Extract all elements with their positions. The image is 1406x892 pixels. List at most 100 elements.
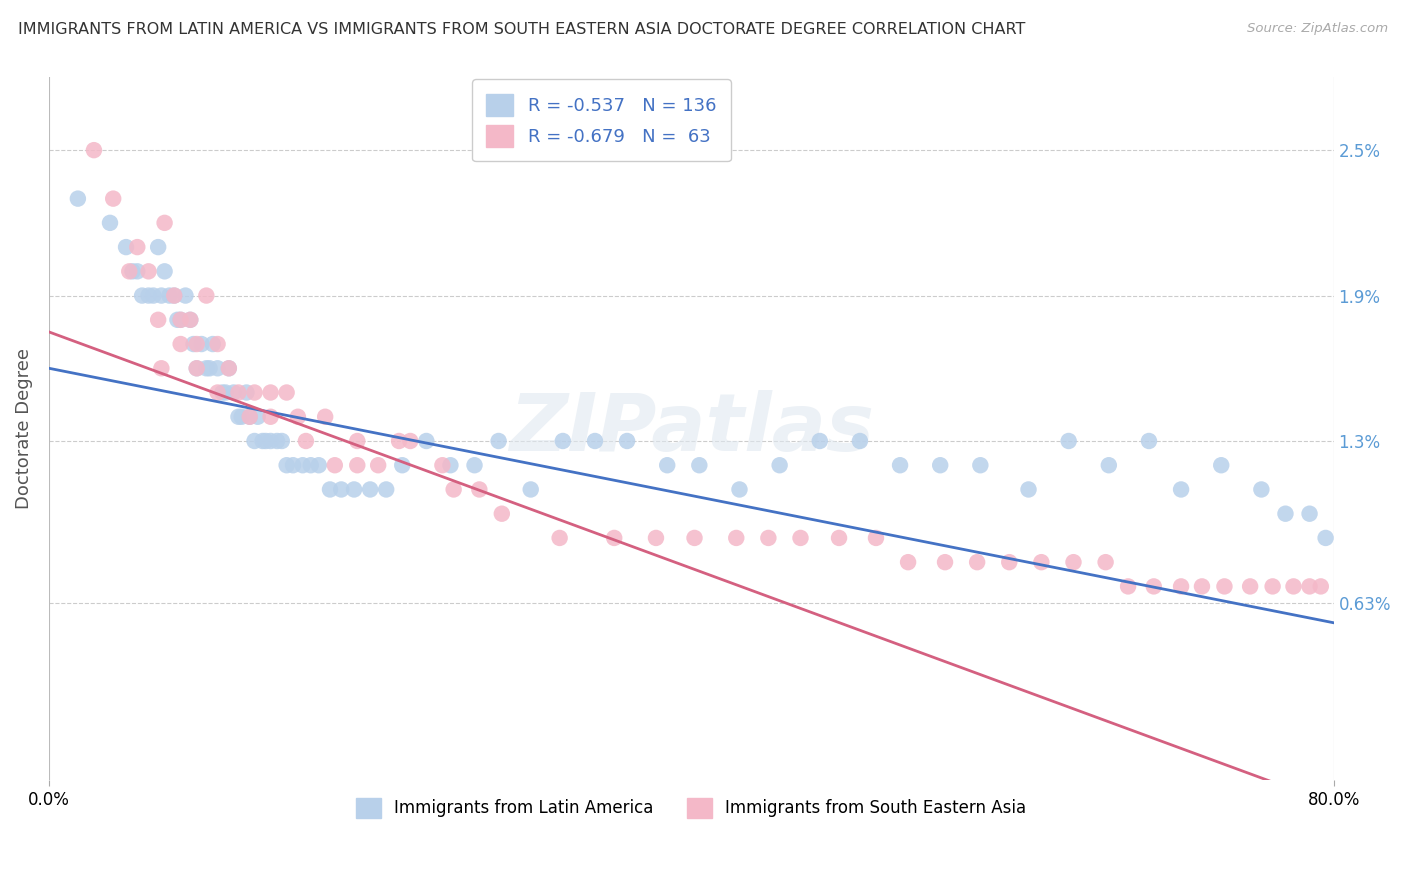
Point bbox=[276, 458, 298, 473]
Point bbox=[246, 409, 269, 424]
Point bbox=[295, 434, 318, 448]
Point bbox=[519, 483, 541, 497]
Point bbox=[657, 458, 679, 473]
Point bbox=[998, 555, 1021, 569]
Point bbox=[1143, 579, 1166, 593]
Point bbox=[243, 434, 266, 448]
Point bbox=[222, 385, 245, 400]
Point bbox=[270, 434, 292, 448]
Point bbox=[228, 409, 250, 424]
Point bbox=[281, 458, 304, 473]
Point bbox=[551, 434, 574, 448]
Point bbox=[195, 361, 218, 376]
Point bbox=[330, 483, 353, 497]
Point bbox=[1282, 579, 1305, 593]
Point bbox=[235, 385, 257, 400]
Point bbox=[443, 483, 465, 497]
Point bbox=[1137, 434, 1160, 448]
Point bbox=[179, 313, 201, 327]
Point bbox=[375, 483, 398, 497]
Point bbox=[367, 458, 389, 473]
Point bbox=[343, 483, 366, 497]
Point bbox=[266, 434, 288, 448]
Point bbox=[207, 361, 229, 376]
Point bbox=[432, 458, 454, 473]
Point bbox=[969, 458, 991, 473]
Point bbox=[115, 240, 138, 254]
Point bbox=[239, 409, 262, 424]
Point bbox=[169, 337, 191, 351]
Point bbox=[688, 458, 710, 473]
Point bbox=[1063, 555, 1085, 569]
Point bbox=[346, 458, 368, 473]
Point bbox=[1309, 579, 1331, 593]
Point bbox=[231, 409, 253, 424]
Point bbox=[1298, 507, 1320, 521]
Point bbox=[359, 483, 381, 497]
Point bbox=[1170, 483, 1192, 497]
Point bbox=[186, 337, 208, 351]
Point bbox=[645, 531, 668, 545]
Point bbox=[146, 313, 169, 327]
Point bbox=[1170, 579, 1192, 593]
Point bbox=[276, 385, 298, 400]
Point bbox=[488, 434, 510, 448]
Point bbox=[166, 313, 188, 327]
Point bbox=[153, 264, 176, 278]
Point bbox=[201, 337, 224, 351]
Point bbox=[254, 434, 277, 448]
Point bbox=[198, 361, 221, 376]
Point bbox=[439, 458, 461, 473]
Point bbox=[1261, 579, 1284, 593]
Point bbox=[1057, 434, 1080, 448]
Point bbox=[169, 313, 191, 327]
Point bbox=[314, 409, 336, 424]
Point bbox=[127, 264, 149, 278]
Point bbox=[174, 288, 197, 302]
Point bbox=[195, 288, 218, 302]
Point bbox=[214, 385, 236, 400]
Point bbox=[146, 240, 169, 254]
Point bbox=[1094, 555, 1116, 569]
Point bbox=[103, 192, 125, 206]
Point bbox=[186, 361, 208, 376]
Point bbox=[828, 531, 851, 545]
Point bbox=[1298, 579, 1320, 593]
Point bbox=[768, 458, 790, 473]
Point bbox=[207, 385, 229, 400]
Point bbox=[889, 458, 911, 473]
Point bbox=[865, 531, 887, 545]
Point bbox=[211, 385, 233, 400]
Point bbox=[163, 288, 186, 302]
Point bbox=[150, 288, 173, 302]
Point bbox=[127, 240, 149, 254]
Point bbox=[299, 458, 322, 473]
Point bbox=[218, 361, 240, 376]
Point bbox=[583, 434, 606, 448]
Point bbox=[121, 264, 143, 278]
Point bbox=[218, 361, 240, 376]
Text: Source: ZipAtlas.com: Source: ZipAtlas.com bbox=[1247, 22, 1388, 36]
Point bbox=[259, 409, 281, 424]
Point bbox=[138, 264, 160, 278]
Point bbox=[934, 555, 956, 569]
Point bbox=[66, 192, 89, 206]
Point bbox=[1018, 483, 1040, 497]
Point bbox=[323, 458, 346, 473]
Point bbox=[252, 434, 274, 448]
Point bbox=[399, 434, 422, 448]
Point bbox=[308, 458, 330, 473]
Point bbox=[1098, 458, 1121, 473]
Point bbox=[142, 288, 165, 302]
Point bbox=[1239, 579, 1261, 593]
Point bbox=[758, 531, 780, 545]
Point bbox=[603, 531, 626, 545]
Point bbox=[228, 385, 250, 400]
Point bbox=[548, 531, 571, 545]
Point bbox=[190, 337, 212, 351]
Point bbox=[491, 507, 513, 521]
Point bbox=[1116, 579, 1139, 593]
Legend: Immigrants from Latin America, Immigrants from South Eastern Asia: Immigrants from Latin America, Immigrant… bbox=[349, 791, 1033, 825]
Point bbox=[183, 337, 205, 351]
Point bbox=[291, 458, 314, 473]
